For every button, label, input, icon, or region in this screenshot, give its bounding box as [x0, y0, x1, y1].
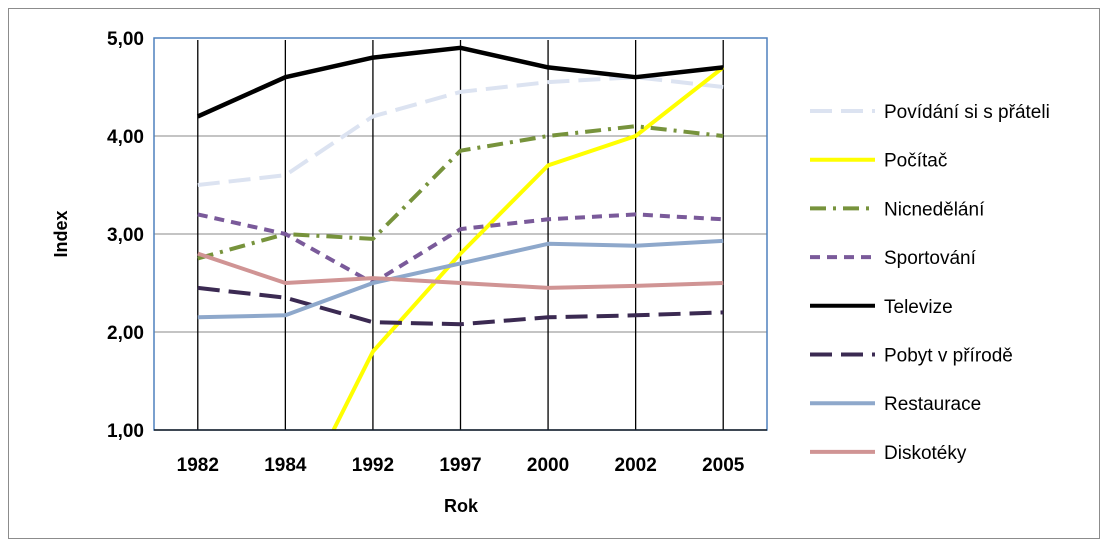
x-tick-label: 1984 [264, 455, 307, 476]
x-tick-label: 2002 [615, 455, 657, 476]
series-line [197, 251, 724, 290]
legend: Povídání si s přáteli Počítač Nicnedělání S… [810, 102, 1050, 464]
x-tick-label: 1982 [177, 455, 219, 476]
axes: 1,00 2,00 3,00 4,00 5,00 1982 1984 1992 1997 2000… [107, 29, 768, 476]
y-tick-label: 3,00 [107, 225, 144, 246]
y-tick-label: 1,00 [107, 421, 144, 442]
x-tick-label: 1992 [352, 455, 394, 476]
y-axis-title: Index [51, 210, 71, 257]
chart-frame [8, 8, 1100, 539]
series-lines [196, 45, 725, 431]
series-line [197, 285, 724, 327]
y-tick-label: 4,00 [107, 127, 144, 148]
x-tick-label: 2000 [527, 455, 569, 476]
y-tick-label: 2,00 [107, 323, 144, 344]
x-tick-label: 2005 [702, 455, 745, 476]
legend-label: Pobyt v přírodě [884, 346, 1013, 367]
legend-label: Nicnedělání [884, 199, 985, 220]
legend-label: Televize [884, 297, 953, 318]
series-line [197, 238, 724, 320]
legend-label: Sportování [884, 248, 977, 269]
vertical-lines [197, 40, 724, 430]
legend-label: Diskotéky [884, 443, 967, 464]
legend-label: Restaurace [884, 394, 981, 415]
series-line [197, 75, 724, 187]
legend-label: Počítač [884, 151, 947, 172]
x-axis-title: Rok [444, 496, 479, 516]
y-tick-label: 5,00 [107, 29, 144, 50]
series-line [196, 45, 724, 119]
legend-label: Povídání si s přáteli [884, 102, 1050, 123]
x-tick-label: 1997 [439, 455, 481, 476]
series-line [197, 212, 724, 285]
series-line [331, 65, 725, 431]
